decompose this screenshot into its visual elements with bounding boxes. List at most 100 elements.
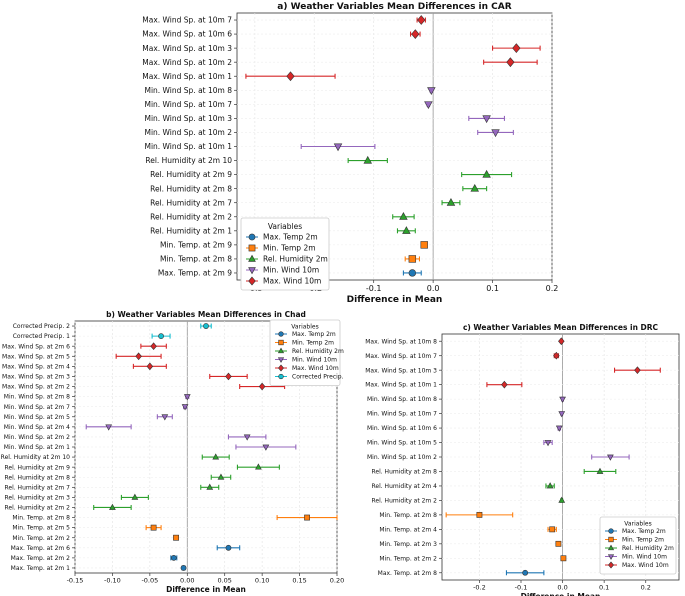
y-tick-label: Min. Wind Sp. at 2m 8 bbox=[4, 394, 70, 401]
x-tick-label: 0.05 bbox=[217, 577, 231, 585]
data-point bbox=[183, 394, 191, 401]
y-tick-label: Min. Wind Sp. at 2m 2 bbox=[4, 434, 70, 441]
legend-label: Rel. Humidity 2m bbox=[292, 348, 344, 355]
data-point bbox=[203, 323, 209, 329]
y-tick-label: Max. Wind Sp. at 10m 7 bbox=[365, 353, 437, 360]
y-tick-label: Min. Wind Sp. at 2m 1 bbox=[4, 444, 70, 451]
data-point bbox=[559, 396, 566, 403]
data-point bbox=[109, 503, 116, 510]
legend-label: Corrected Precip. bbox=[292, 374, 344, 381]
data-point bbox=[634, 366, 641, 375]
data-point bbox=[427, 87, 436, 95]
y-tick-label: Min. Temp. at 2m 2 bbox=[379, 555, 437, 562]
data-point bbox=[180, 565, 187, 571]
y-tick-label: Max. Temp. at 2m 1 bbox=[11, 565, 71, 572]
data-point bbox=[258, 382, 266, 391]
data-point bbox=[408, 255, 417, 263]
y-tick-label: Min. Wind Sp. at 10m 8 bbox=[144, 86, 232, 95]
y-tick-label: Max. Wind Sp. at 10m 8 bbox=[365, 338, 437, 345]
y-tick-label: Min. Temp. at 2m 8 bbox=[379, 512, 437, 519]
y-tick-label: Rel. Humidity at 2m 8 bbox=[371, 469, 437, 476]
data-point bbox=[522, 569, 529, 576]
legend: Variables Max. Temp 2m Min. Temp 2m Rel. Hu… bbox=[240, 217, 330, 291]
data-point bbox=[333, 143, 343, 152]
y-tick-label: Min. Wind Sp. at 10m 2 bbox=[367, 454, 437, 461]
y-tick-label: Max. Temp. at 2m 6 bbox=[11, 545, 71, 552]
x-tick-label: 0.00 bbox=[180, 577, 194, 585]
y-tick-label: Max. Wind Sp. at 10m 7 bbox=[142, 16, 232, 25]
legend-marker bbox=[248, 267, 256, 275]
legend-marker bbox=[278, 364, 284, 372]
y-tick-label: Max. Wind Sp. at 10m 3 bbox=[365, 367, 437, 374]
data-point bbox=[170, 554, 177, 561]
data-point bbox=[181, 404, 189, 411]
data-point bbox=[212, 453, 220, 460]
x-tick-label: 0.2 bbox=[641, 584, 651, 592]
y-tick-label: Min. Wind Sp. at 10m 7 bbox=[144, 100, 232, 109]
data-point bbox=[424, 101, 433, 110]
y-tick-label: Min. Temp. at 2m 2 bbox=[12, 535, 70, 542]
legend-box bbox=[269, 319, 341, 386]
legend-title: Variables bbox=[268, 222, 302, 231]
legend-label: Rel. Humidity 2m bbox=[622, 545, 674, 552]
chart-chad: b) Weather Variables Mean Differences in… bbox=[1, 310, 345, 594]
legend-label: Min. Temp 2m bbox=[292, 340, 334, 347]
y-tick-label: Rel. Humidity at 2m 7 bbox=[150, 198, 232, 207]
data-point bbox=[549, 526, 556, 533]
y-tick-label: Rel. Humidity at 2m 2 bbox=[150, 212, 232, 221]
x-tick-label: 0.1 bbox=[486, 284, 499, 293]
chart-title: a) Weather Variables Mean Differences in… bbox=[277, 2, 511, 12]
data-point bbox=[402, 226, 411, 234]
y-tick-label: Min. Wind Sp. at 10m 3 bbox=[144, 114, 232, 123]
x-tick-label: 0.15 bbox=[292, 577, 306, 585]
y-tick-label: Min. Temp. at 2m 5 bbox=[12, 525, 70, 532]
data-point bbox=[446, 198, 456, 206]
y-tick-label: Max. Wind Sp. at 10m 6 bbox=[142, 30, 232, 39]
y-tick-label: Max. Wind Sp. at 10m 1 bbox=[365, 382, 437, 389]
data-point bbox=[476, 511, 483, 518]
data-point bbox=[558, 411, 566, 418]
y-tick-label: Min. Temp. at 2m 9 bbox=[160, 240, 232, 249]
y-tick-label: Min. Wind Sp. at 2m 5 bbox=[4, 414, 70, 421]
legend-marker bbox=[278, 373, 284, 380]
data-point bbox=[225, 544, 232, 551]
y-tick-label: Min. Temp. at 2m 3 bbox=[379, 541, 437, 548]
legend-label: Min. Wind 10m bbox=[263, 266, 319, 275]
x-tick-label: -0.1 bbox=[366, 284, 382, 293]
y-tick-label: Corrected Precip. 1 bbox=[13, 333, 70, 340]
y-tick-label: Rel. Humidity at 2m 7 bbox=[4, 484, 70, 491]
data-point bbox=[482, 115, 491, 124]
legend-label: Max. Wind 10m bbox=[263, 277, 321, 286]
data-point bbox=[217, 473, 225, 480]
y-tick-label: Rel. Humidity at 2m 1 bbox=[150, 226, 232, 235]
y-tick-label: Max. Wind Sp. at 10m 1 bbox=[142, 72, 232, 81]
legend-marker bbox=[248, 276, 256, 286]
data-point bbox=[363, 155, 373, 164]
y-tick-label: Min. Temp. at 2m 8 bbox=[12, 515, 70, 522]
data-point bbox=[146, 362, 154, 371]
legend-marker bbox=[607, 544, 615, 551]
x-tick-label: -0.10 bbox=[104, 577, 121, 585]
legend-marker bbox=[278, 339, 284, 346]
y-tick-label: Min. Wind Sp. at 10m 6 bbox=[367, 425, 437, 432]
data-point bbox=[243, 434, 251, 441]
y-tick-label: Rel. Humidity at 2m 3 bbox=[4, 495, 70, 502]
legend-label: Min. Wind 10m bbox=[292, 357, 337, 364]
data-point bbox=[470, 183, 479, 192]
legend-marker bbox=[248, 254, 256, 262]
data-point bbox=[607, 454, 614, 461]
chart-drc: c) Weather Variables Mean Differences in… bbox=[365, 323, 680, 596]
y-tick-label: Rel. Humidity at 2m 10 bbox=[1, 454, 71, 461]
legend-marker bbox=[248, 233, 256, 241]
y-tick-label: Max. Temp. at 2m 2 bbox=[11, 555, 71, 562]
legend-marker bbox=[277, 347, 285, 354]
data-point bbox=[491, 129, 500, 138]
data-point bbox=[596, 467, 604, 474]
legend-box bbox=[240, 217, 330, 291]
data-point bbox=[150, 524, 157, 531]
y-tick-label: Min. Wind Sp. at 10m 2 bbox=[144, 128, 232, 137]
y-tick-label: Max. Wind Sp. at 2m 5 bbox=[2, 353, 70, 360]
data-point bbox=[558, 496, 566, 503]
x-axis-label: Difference in Mean bbox=[521, 592, 601, 596]
legend-marker bbox=[607, 554, 615, 560]
